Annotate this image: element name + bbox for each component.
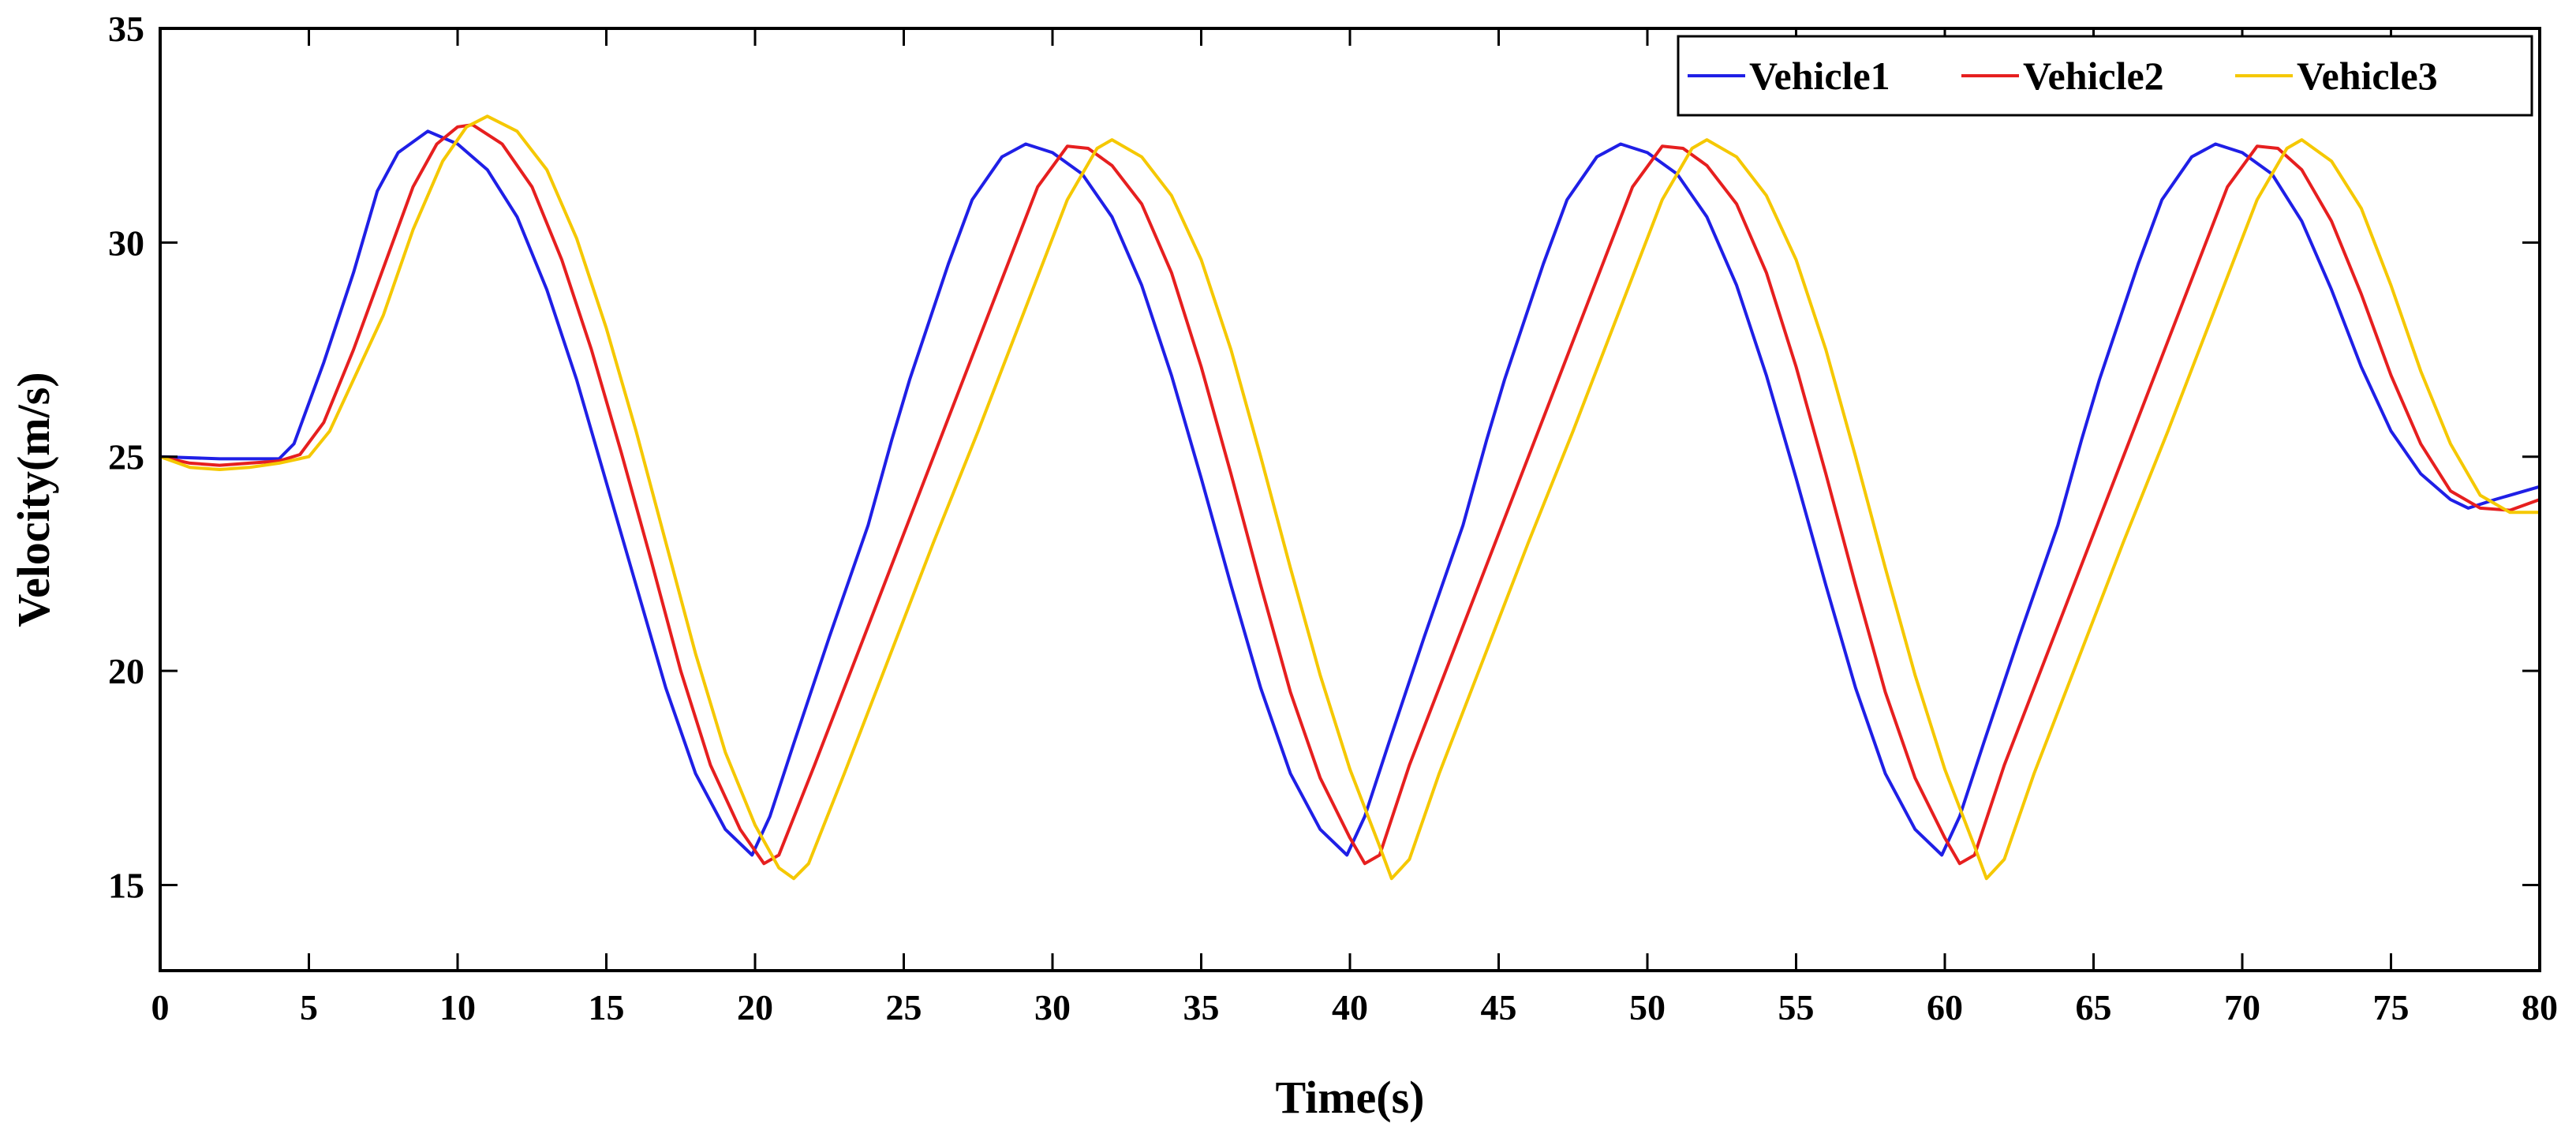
- x-tick-label: 5: [300, 987, 318, 1027]
- y-tick-label: 25: [108, 437, 144, 477]
- x-tick-label: 25: [886, 987, 922, 1027]
- legend-box: [1677, 35, 2533, 117]
- series-line-vehicle2: [159, 123, 2540, 866]
- x-tick-label: 75: [2373, 987, 2410, 1027]
- x-tick-label: 65: [2076, 987, 2112, 1027]
- x-tick-label: 20: [737, 987, 773, 1027]
- x-tick-label: 50: [1629, 987, 1666, 1027]
- axis-tick-labels: 0 5 10 15 20 25 30 35 40 45 50 55 60 65 70 75 80 15 20 25 30…: [108, 9, 2558, 1027]
- x-tick-label: 15: [589, 987, 625, 1027]
- legend: Vehicle1 Vehicle2 Vehicle3: [1677, 35, 2533, 117]
- x-tick-label: 10: [439, 987, 476, 1027]
- legend-label-vehicle1: Vehicle1: [1749, 54, 1890, 98]
- legend-label-vehicle3: Vehicle3: [2297, 54, 2438, 98]
- x-tick-label: 55: [1778, 987, 1815, 1027]
- y-tick-label: 20: [108, 651, 144, 691]
- x-axis-label: Time(s): [1275, 1072, 1424, 1123]
- x-tick-label: 0: [151, 987, 170, 1027]
- plot-area: [160, 28, 2540, 971]
- y-tick-label: 15: [108, 865, 144, 905]
- series-line-vehicle3: [159, 114, 2540, 881]
- x-tick-label: 80: [2522, 987, 2558, 1027]
- legend-label-vehicle2: Vehicle2: [2023, 54, 2164, 98]
- x-tick-label: 60: [1927, 987, 1963, 1027]
- y-tick-label: 35: [108, 9, 144, 49]
- x-tick-label: 45: [1481, 987, 1517, 1027]
- series-lines: [159, 114, 2540, 881]
- y-axis-label: Velocity(m/s): [8, 372, 59, 627]
- x-tick-label: 30: [1034, 987, 1071, 1027]
- x-tick-label: 70: [2224, 987, 2260, 1027]
- series-line-vehicle1: [159, 129, 2540, 857]
- y-tick-label: 30: [108, 223, 144, 263]
- x-tick-label: 40: [1332, 987, 1368, 1027]
- x-tick-label: 35: [1183, 987, 1220, 1027]
